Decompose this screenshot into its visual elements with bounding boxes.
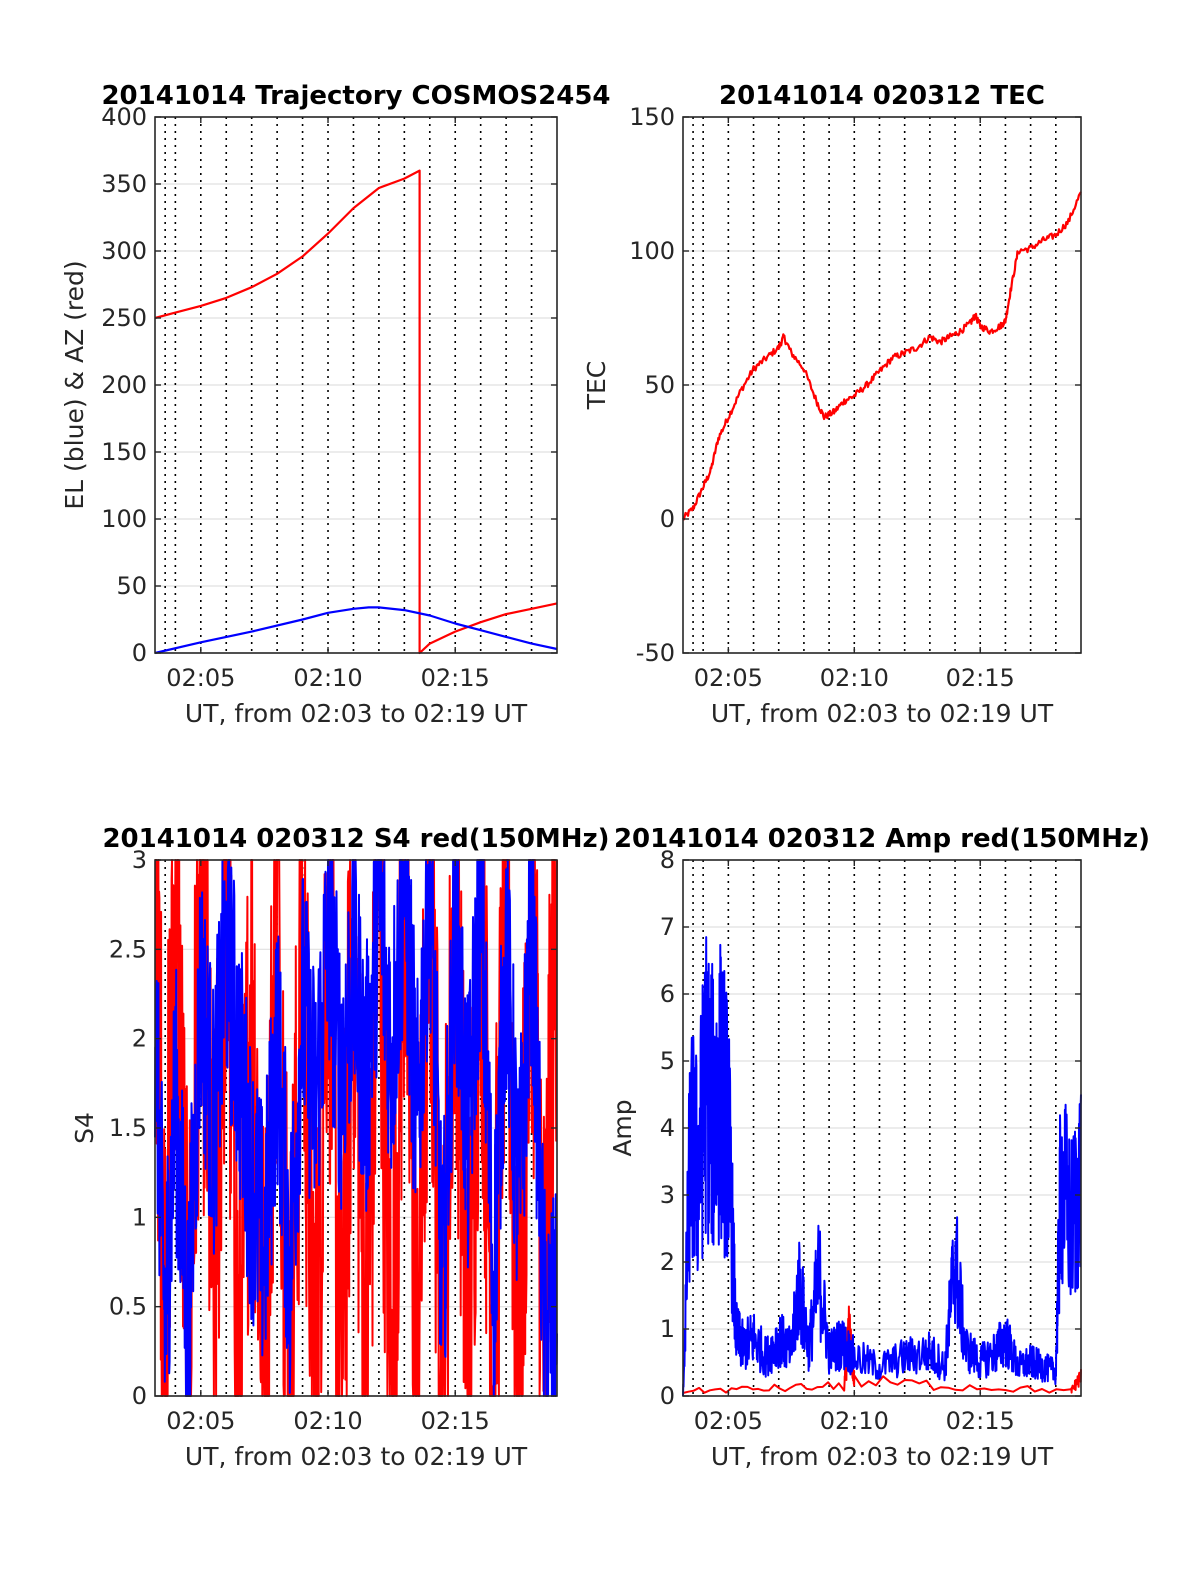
y-tick-label: 0 [660, 505, 675, 533]
y-tick-label: 0 [132, 1382, 147, 1410]
y-tick-label: 1 [660, 1315, 675, 1343]
y-tick-label: 100 [101, 505, 147, 533]
y-tick-label: 6 [660, 980, 675, 1008]
chart-title: 20141014 020312 S4 red(150MHz) [102, 824, 609, 854]
series-2-line [154, 606, 558, 655]
x-tick-label: 02:10 [293, 1407, 362, 1435]
y-tick-label: 0 [660, 1382, 675, 1410]
chart-title: 20141014 020312 TEC [719, 81, 1045, 111]
y-tick-label: 4 [660, 1114, 675, 1142]
chart-panel-4: 0 1 2 3 4 5 6 7 8 02:05 02:10 02:15 20141014 020312 … [608, 824, 1150, 1471]
chart-title: 20141014 020312 Amp red(150MHz) [614, 824, 1150, 854]
y-tick-label: 50 [644, 371, 675, 399]
y-tick-label: -50 [636, 639, 675, 667]
x-axis-label: UT, from 02:03 to 02:19 UT [711, 699, 1054, 728]
x-tick-label: 02:15 [421, 1407, 490, 1435]
x-tick-label: 02:05 [694, 1407, 763, 1435]
y-tick-label: 350 [101, 170, 147, 198]
x-axis-label: UT, from 02:03 to 02:19 UT [185, 699, 528, 728]
y-tick-label: 8 [660, 846, 675, 874]
y-axis-label: EL (blue) & AZ (red) [60, 260, 89, 509]
y-axis-label: S4 [70, 1112, 99, 1144]
chart-panel-2: -50 0 50 100 150 02:05 02:10 02:15 20141014 0203… [582, 81, 1082, 728]
x-tick-label: 02:05 [694, 664, 763, 692]
y-tick-label: 1 [132, 1203, 147, 1231]
y-tick-label: 400 [101, 103, 147, 131]
series-2-line [682, 936, 1082, 1397]
x-tick-label: 02:10 [820, 664, 889, 692]
x-tick-label: 02:10 [293, 664, 362, 692]
series-1-line [154, 859, 558, 1397]
chart-panel-3: 0 0.5 1 1.5 2 2.5 3 02:05 02:10 02:15 20141014 020… [70, 824, 610, 1471]
y-tick-label: 7 [660, 913, 675, 941]
y-tick-label: 300 [101, 237, 147, 265]
y-tick-label: 0.5 [109, 1293, 147, 1321]
x-tick-label: 02:10 [820, 1407, 889, 1435]
y-tick-label: 250 [101, 304, 147, 332]
y-tick-label: 3 [132, 846, 147, 874]
y-tick-label: 100 [629, 237, 675, 265]
y-tick-label: 1.5 [109, 1114, 147, 1142]
series-1-line [154, 169, 558, 655]
y-axis-label: TEC [582, 361, 611, 411]
x-tick-label: 02:05 [166, 664, 235, 692]
y-tick-label: 150 [101, 438, 147, 466]
y-tick-label: 2 [132, 1025, 147, 1053]
y-tick-label: 3 [660, 1181, 675, 1209]
x-tick-label: 02:15 [946, 1407, 1015, 1435]
x-tick-label: 02:15 [946, 664, 1015, 692]
x-tick-label: 02:15 [421, 664, 490, 692]
y-tick-label: 50 [116, 572, 147, 600]
chart-title: 20141014 Trajectory COSMOS2454 [101, 81, 610, 111]
chart-panel-1: 0 50 100 150 200 250 300 350 400 02:05 02:10 02:15 2… [60, 81, 611, 728]
x-axis-label: UT, from 02:03 to 02:19 UT [711, 1442, 1054, 1471]
y-axis-label: Amp [608, 1099, 637, 1156]
y-tick-label: 0 [132, 639, 147, 667]
x-axis-label: UT, from 02:03 to 02:19 UT [185, 1442, 528, 1471]
y-tick-label: 200 [101, 371, 147, 399]
y-tick-label: 2 [660, 1248, 675, 1276]
y-tick-label: 150 [629, 103, 675, 131]
y-tick-label: 2.5 [109, 935, 147, 963]
y-tick-label: 5 [660, 1047, 675, 1075]
x-tick-label: 02:05 [166, 1407, 235, 1435]
series-1-line [682, 191, 1082, 521]
